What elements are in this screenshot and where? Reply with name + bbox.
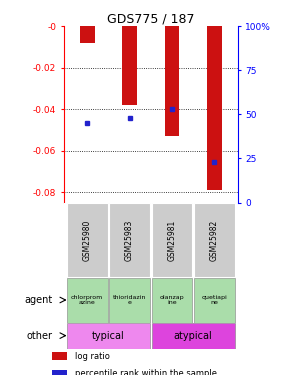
- Bar: [165, 26, 180, 136]
- Text: typical: typical: [92, 331, 125, 340]
- Bar: [194, 203, 235, 277]
- Text: other: other: [26, 331, 52, 340]
- Bar: [109, 278, 150, 322]
- Bar: [194, 278, 235, 322]
- Text: GSM25981: GSM25981: [168, 219, 177, 261]
- Bar: [67, 203, 108, 277]
- Text: agent: agent: [24, 295, 52, 305]
- Bar: [67, 322, 150, 349]
- Bar: [80, 26, 95, 43]
- Text: GSM25983: GSM25983: [125, 219, 134, 261]
- Title: GDS775 / 187: GDS775 / 187: [107, 12, 195, 25]
- Bar: [152, 203, 192, 277]
- Bar: [52, 370, 67, 375]
- Bar: [109, 203, 150, 277]
- Text: thioridazin
e: thioridazin e: [113, 295, 146, 305]
- Bar: [152, 322, 235, 349]
- Bar: [122, 26, 137, 105]
- Bar: [152, 278, 192, 322]
- Text: percentile rank within the sample: percentile rank within the sample: [75, 369, 218, 375]
- Text: log ratio: log ratio: [75, 352, 110, 361]
- Text: atypical: atypical: [174, 331, 213, 340]
- Bar: [67, 278, 108, 322]
- Text: GSM25982: GSM25982: [210, 219, 219, 261]
- Text: chlorprom
azine: chlorprom azine: [71, 295, 103, 305]
- Text: quetiapi
ne: quetiapi ne: [202, 295, 227, 305]
- Bar: [52, 352, 67, 360]
- Text: GSM25980: GSM25980: [83, 219, 92, 261]
- Text: olanzap
ine: olanzap ine: [160, 295, 184, 305]
- Bar: [207, 26, 222, 190]
